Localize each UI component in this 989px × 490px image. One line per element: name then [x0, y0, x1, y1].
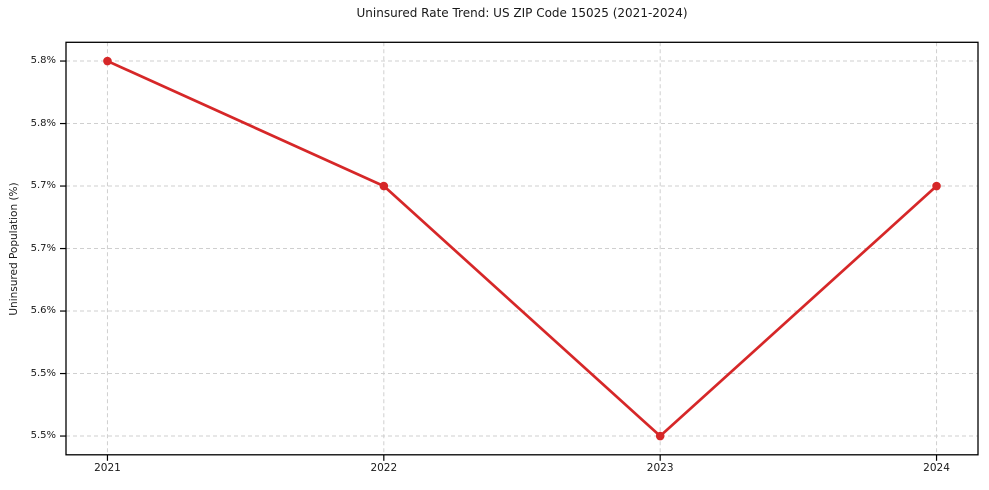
- data-point-marker: [655, 431, 665, 441]
- x-tick-label: 2023: [646, 462, 674, 474]
- chart-title: Uninsured Rate Trend: US ZIP Code 15025 …: [356, 6, 688, 20]
- y-tick-label: 5.5%: [30, 367, 56, 379]
- data-point-marker: [379, 181, 389, 191]
- x-tick-label: 2021: [94, 462, 121, 474]
- trend-line: [106, 59, 938, 438]
- data-point-marker: [103, 56, 112, 66]
- x-tick-label: 2022: [370, 462, 398, 474]
- y-tick-label: 5.8%: [30, 117, 56, 129]
- x-tick-label: 2024: [923, 462, 950, 474]
- y-tick-label: 5.5%: [30, 430, 56, 442]
- data-point-marker: [932, 181, 941, 191]
- y-tick-label: 5.7%: [30, 180, 56, 192]
- y-tick-label: 5.8%: [30, 55, 56, 67]
- y-tick-label: 5.6%: [30, 305, 56, 317]
- y-tick-label: 5.7%: [30, 242, 56, 254]
